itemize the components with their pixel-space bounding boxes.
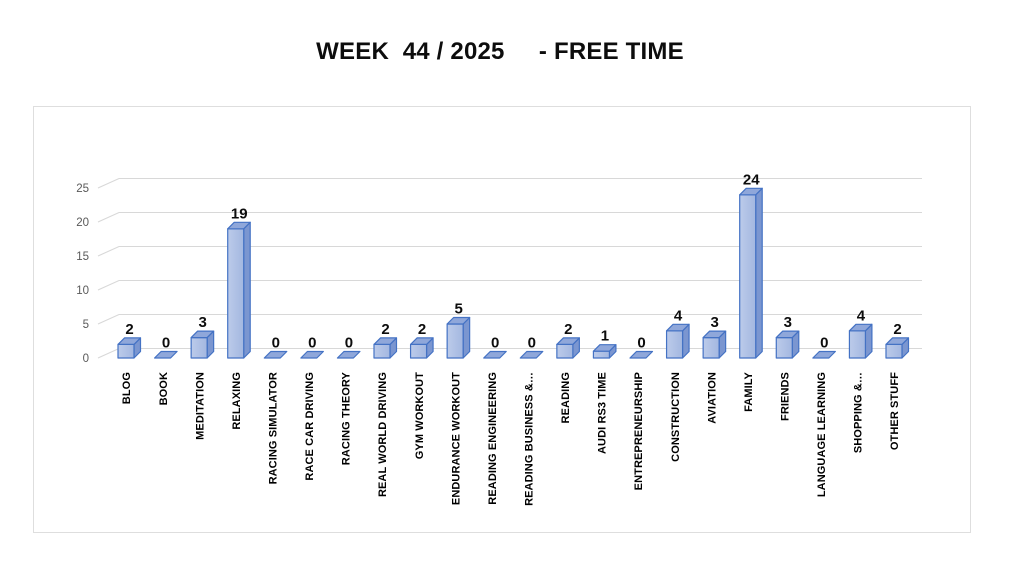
- category-label-racing-theory: RACING THEORY: [341, 371, 353, 465]
- bar-top-other-stuff: [885, 337, 910, 345]
- bar-top-relaxing: [227, 221, 251, 230]
- category-label-friends: FRIENDS: [779, 372, 791, 421]
- bar-top-meditation: [190, 330, 215, 339]
- bar-top-reading-business: [519, 350, 544, 359]
- value-label-reading: 2: [564, 321, 572, 338]
- bar-top-endurance-workout: [446, 316, 471, 325]
- category-label-race-car-driving: RACE CAR DRIVING: [304, 372, 316, 481]
- category-label-family: FAMILY: [743, 371, 755, 411]
- value-label-construction: 4: [674, 307, 683, 324]
- category-label-reading-engineering: READING ENGINEERING: [487, 372, 499, 505]
- value-label-entrepreneurship: 0: [637, 335, 645, 352]
- y-tick-label-0: 0: [83, 353, 89, 365]
- value-label-audi-rs3-time: 1: [601, 328, 609, 345]
- bar-top-gym-workout: [409, 337, 434, 345]
- plot-svg: 05101520252BLOG0BOOK3MEDITATION19RELAXIN…: [76, 171, 922, 506]
- y-tick-label-20: 20: [76, 217, 89, 229]
- value-label-race-car-driving: 0: [308, 335, 316, 352]
- gridline-15: [97, 245, 922, 257]
- category-label-construction: CONSTRUCTION: [670, 372, 682, 462]
- bar-top-blog: [117, 337, 142, 345]
- bar-aviation: [702, 337, 720, 359]
- category-label-other-stuff: OTHER STUFF: [889, 372, 901, 450]
- y-tick-label-25: 25: [76, 183, 89, 195]
- category-label-blog: BLOG: [121, 372, 133, 404]
- bar-top-audi-rs3-time: [592, 344, 617, 352]
- gridline-5: [97, 313, 922, 325]
- bar-top-book: [153, 350, 178, 359]
- value-label-book: 0: [162, 335, 170, 352]
- bar-top-race-car-driving: [300, 350, 324, 359]
- gridline-25: [97, 177, 922, 189]
- value-label-reading-business: 0: [528, 335, 536, 352]
- bar-top-reading: [556, 337, 580, 345]
- bar-top-language-learning: [812, 350, 836, 359]
- bar-top-racing-simulator: [263, 350, 288, 359]
- bar-top-entrepreneurship: [629, 350, 654, 359]
- category-label-gym-workout: GYM WORKOUT: [414, 372, 426, 459]
- value-label-real-world-driving: 2: [381, 321, 389, 338]
- y-tick-label-10: 10: [76, 285, 89, 297]
- bar-real-world-driving: [373, 343, 391, 359]
- value-label-blog: 2: [125, 321, 133, 338]
- bar-top-construction: [665, 323, 690, 332]
- bar-meditation: [190, 337, 208, 359]
- value-label-shopping: 4: [857, 307, 866, 324]
- category-label-aviation: AVIATION: [706, 372, 718, 424]
- value-label-language-learning: 0: [820, 335, 828, 352]
- value-label-meditation: 3: [198, 314, 206, 331]
- bar-shopping: [848, 330, 867, 359]
- value-label-racing-theory: 0: [345, 335, 353, 352]
- value-label-gym-workout: 2: [418, 321, 426, 338]
- chart-area: 0 5 10 15 20 25 2 BLOG 0 BOOK 3 MEDITATION 19 RELAXIN…: [33, 106, 971, 533]
- bar-side-relaxing: [243, 221, 251, 359]
- gridline-20: [97, 211, 922, 223]
- category-label-audi-rs3-time: AUDI RS3 TIME: [597, 372, 609, 454]
- value-label-family: 24: [743, 171, 760, 188]
- bar-blog: [117, 343, 135, 359]
- bar-top-family: [739, 187, 763, 196]
- bar-top-aviation: [702, 330, 727, 339]
- bar-audi-rs3-time: [592, 350, 611, 359]
- value-label-endurance-workout: 5: [454, 301, 462, 318]
- bar-construction: [665, 330, 684, 359]
- chart-title: WEEK 44 / 2025 - FREE TIME: [316, 38, 684, 65]
- bar-family: [739, 194, 757, 359]
- bar-gym-workout: [409, 343, 428, 359]
- y-tick-label-5: 5: [83, 319, 89, 331]
- bar-reading: [556, 343, 574, 359]
- category-label-meditation: MEDITATION: [194, 372, 206, 440]
- category-label-relaxing: RELAXING: [231, 372, 243, 430]
- bar-top-reading-engineering: [483, 350, 507, 359]
- value-label-relaxing: 19: [231, 205, 248, 222]
- category-label-shopping: SHOPPING &…: [853, 372, 865, 453]
- category-label-reading: READING: [560, 372, 572, 423]
- bar-top-shopping: [848, 323, 873, 332]
- category-label-reading-business: READING BUSINESS &…: [523, 372, 535, 506]
- value-label-racing-simulator: 0: [272, 335, 280, 352]
- bar-friends: [775, 337, 793, 359]
- value-label-friends: 3: [784, 314, 792, 331]
- category-label-book: BOOK: [158, 372, 170, 405]
- bar-other-stuff: [885, 343, 903, 359]
- bar-relaxing: [227, 228, 245, 359]
- value-label-other-stuff: 2: [893, 321, 901, 338]
- category-label-endurance-workout: ENDURANCE WORKOUT: [450, 372, 462, 505]
- category-label-real-world-driving: REAL WORLD DRIVING: [377, 372, 389, 497]
- y-tick-label-15: 15: [76, 251, 89, 263]
- category-label-language-learning: LANGUAGE LEARNING: [816, 372, 828, 497]
- bar-endurance-workout: [446, 323, 464, 359]
- value-label-reading-engineering: 0: [491, 335, 499, 352]
- bar-top-friends: [775, 330, 800, 339]
- bar-top-racing-theory: [336, 350, 361, 359]
- bar-top-real-world-driving: [373, 337, 398, 345]
- gridline-10: [97, 279, 922, 291]
- value-label-aviation: 3: [710, 314, 718, 331]
- category-label-entrepreneurship: ENTREPRENEURSHIP: [633, 372, 645, 490]
- category-label-racing-simulator: RACING SIMULATOR: [267, 372, 279, 484]
- bar-side-family: [755, 187, 763, 359]
